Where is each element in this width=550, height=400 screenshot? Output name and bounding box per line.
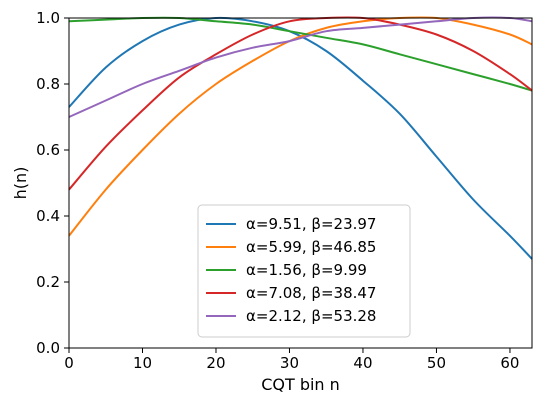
- legend-label: α=5.99, β=46.85: [246, 238, 376, 256]
- y-axis-ticks: 0.0 0.2 0.4 0.6 0.8 1.0: [36, 9, 69, 357]
- x-tick-label: 10: [133, 354, 152, 372]
- y-tick-label: 1.0: [36, 9, 60, 27]
- legend-label: α=2.12, β=53.28: [246, 307, 376, 325]
- x-tick-label: 30: [280, 354, 299, 372]
- y-tick-label: 0.8: [36, 75, 60, 93]
- series-line-2: [68, 16, 533, 237]
- x-axis-ticks: 0 10 20 30 40 50 60: [64, 348, 519, 372]
- series-line-3: [68, 16, 533, 92]
- x-tick-label: 60: [500, 354, 519, 372]
- x-tick-label: 0: [64, 354, 74, 372]
- legend-label: α=1.56, β=9.99: [246, 261, 367, 279]
- legend-label: α=9.51, β=23.97: [246, 215, 376, 233]
- legend-box: [197, 204, 411, 338]
- legend: α=9.51, β=23.97 α=5.99, β=46.85 α=1.56, β=…: [197, 204, 411, 338]
- x-axis-title: CQT bin n: [261, 375, 340, 394]
- x-tick-label: 20: [206, 354, 225, 372]
- x-tick-label: 50: [427, 354, 446, 372]
- series-line-4: [68, 16, 533, 191]
- legend-label: α=7.08, β=38.47: [246, 284, 376, 302]
- series-line-1: [68, 16, 533, 260]
- y-tick-label: 0.6: [36, 141, 60, 159]
- y-tick-label: 0.0: [36, 339, 60, 357]
- plot-frame: [68, 17, 533, 349]
- y-tick-label: 0.4: [36, 207, 60, 225]
- y-axis-title: h(n): [11, 167, 30, 200]
- y-tick-label: 0.2: [36, 273, 60, 291]
- x-tick-label: 40: [353, 354, 372, 372]
